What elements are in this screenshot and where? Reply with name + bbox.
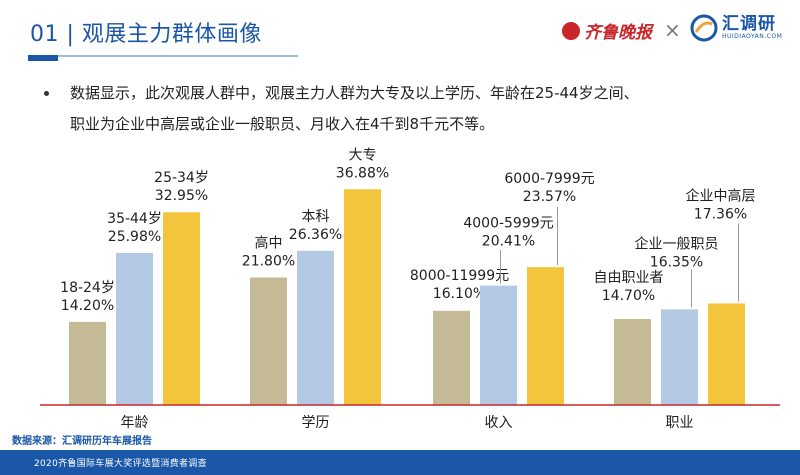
data-label-name-年龄-35-44岁: 35-44岁 [107, 211, 162, 227]
summary-text: 数据显示，此次观展人群中，观展主力人群为大专及以上学历、年龄在25-44岁之间、… [44, 78, 770, 140]
category-label-年龄: 年龄 [121, 415, 149, 431]
brand-logo-huidiaoyan: 汇调研 HUIDIAOYAN.COM [690, 14, 782, 42]
data-label-name-收入-4000-5999元: 4000-5999元 [463, 216, 553, 232]
data-label-value-学历-本科: 26.36% [289, 227, 342, 243]
brand-right-domain: HUIDIAOYAN.COM [722, 33, 783, 40]
bar-学历-大专 [344, 189, 381, 405]
data-label-name-学历-本科: 本科 [302, 209, 330, 225]
bar-年龄-25-34岁 [163, 212, 200, 405]
footer-bar [0, 450, 800, 475]
brand-left-text: 齐鲁晚报 [584, 23, 652, 43]
data-label-name-年龄-18-24岁: 18-24岁 [60, 280, 115, 296]
brand-separator: × [664, 18, 681, 42]
data-label-value-年龄-35-44岁: 25.98% [108, 229, 161, 245]
summary-line-1: 数据显示，此次观展人群中，观展主力人群为大专及以上学历、年龄在25-44岁之间、 [70, 84, 639, 102]
bar-收入-6000-7999元 [527, 267, 564, 405]
data-source: 数据来源：汇调研历年车展报告 [12, 436, 152, 447]
bar-职业-企业中高层 [708, 303, 745, 405]
data-label-name-职业-企业中高层: 企业中高层 [686, 187, 756, 204]
data-label-value-收入-6000-7999元: 23.57% [523, 189, 576, 205]
bar-年龄-18-24岁 [69, 321, 106, 405]
data-label-value-收入-4000-5999元: 20.41% [482, 234, 535, 250]
data-label-value-学历-高中: 21.80% [242, 253, 295, 269]
category-label-学历: 学历 [302, 415, 330, 431]
bar-学历-高中 [250, 277, 287, 405]
title-underline-accent [28, 55, 58, 61]
bar-收入-8000-11999元 [433, 310, 470, 405]
data-label-value-职业-自由职业者: 14.70% [602, 288, 655, 304]
huidiaoyan-logo-icon [690, 14, 718, 42]
data-label-value-职业-企业一般职员: 16.35% [650, 254, 703, 270]
brand-right-text: 汇调研 [722, 14, 776, 34]
bar-学历-本科 [297, 250, 334, 405]
data-label-name-学历-大专: 大专 [349, 147, 377, 163]
brand-logo-qilu: 齐鲁晚报 [562, 18, 652, 43]
bar-职业-自由职业者 [614, 319, 651, 405]
data-label-value-年龄-25-34岁: 32.95% [155, 188, 208, 204]
bar-年龄-35-44岁 [116, 253, 153, 405]
summary-line-2: 职业为企业中高层或企业一般职员、月收入在4千到8千元不等。 [70, 115, 495, 133]
data-label-value-职业-企业中高层: 17.36% [694, 206, 747, 222]
data-label-value-学历-大专: 36.88% [336, 165, 389, 181]
category-label-职业: 职业 [666, 415, 694, 431]
data-label-value-年龄-18-24岁: 14.20% [61, 298, 114, 314]
data-label-name-职业-自由职业者: 自由职业者 [594, 270, 664, 286]
data-label-name-职业-企业一般职员: 企业一般职员 [635, 235, 719, 252]
title-underline [28, 55, 298, 57]
data-label-value-收入-8000-11999元: 16.10% [433, 286, 486, 302]
page-title: 01 | 观展主力群体画像 [30, 22, 262, 47]
category-label-收入: 收入 [485, 415, 513, 431]
data-label-name-收入-8000-11999元: 8000-11999元 [410, 268, 509, 284]
bar-收入-4000-5999元 [480, 285, 517, 405]
qilu-seal-icon [562, 21, 580, 40]
data-label-name-收入-6000-7999元: 6000-7999元 [504, 171, 594, 187]
bullet-dot [44, 91, 49, 96]
bar-职业-企业一般职员 [661, 309, 698, 405]
footer-caption: 2020齐鲁国际车展大奖评选暨消费者调查 [34, 459, 207, 469]
data-label-name-学历-高中: 高中 [255, 234, 283, 251]
data-label-name-年龄-25-34岁: 25-34岁 [154, 170, 209, 186]
